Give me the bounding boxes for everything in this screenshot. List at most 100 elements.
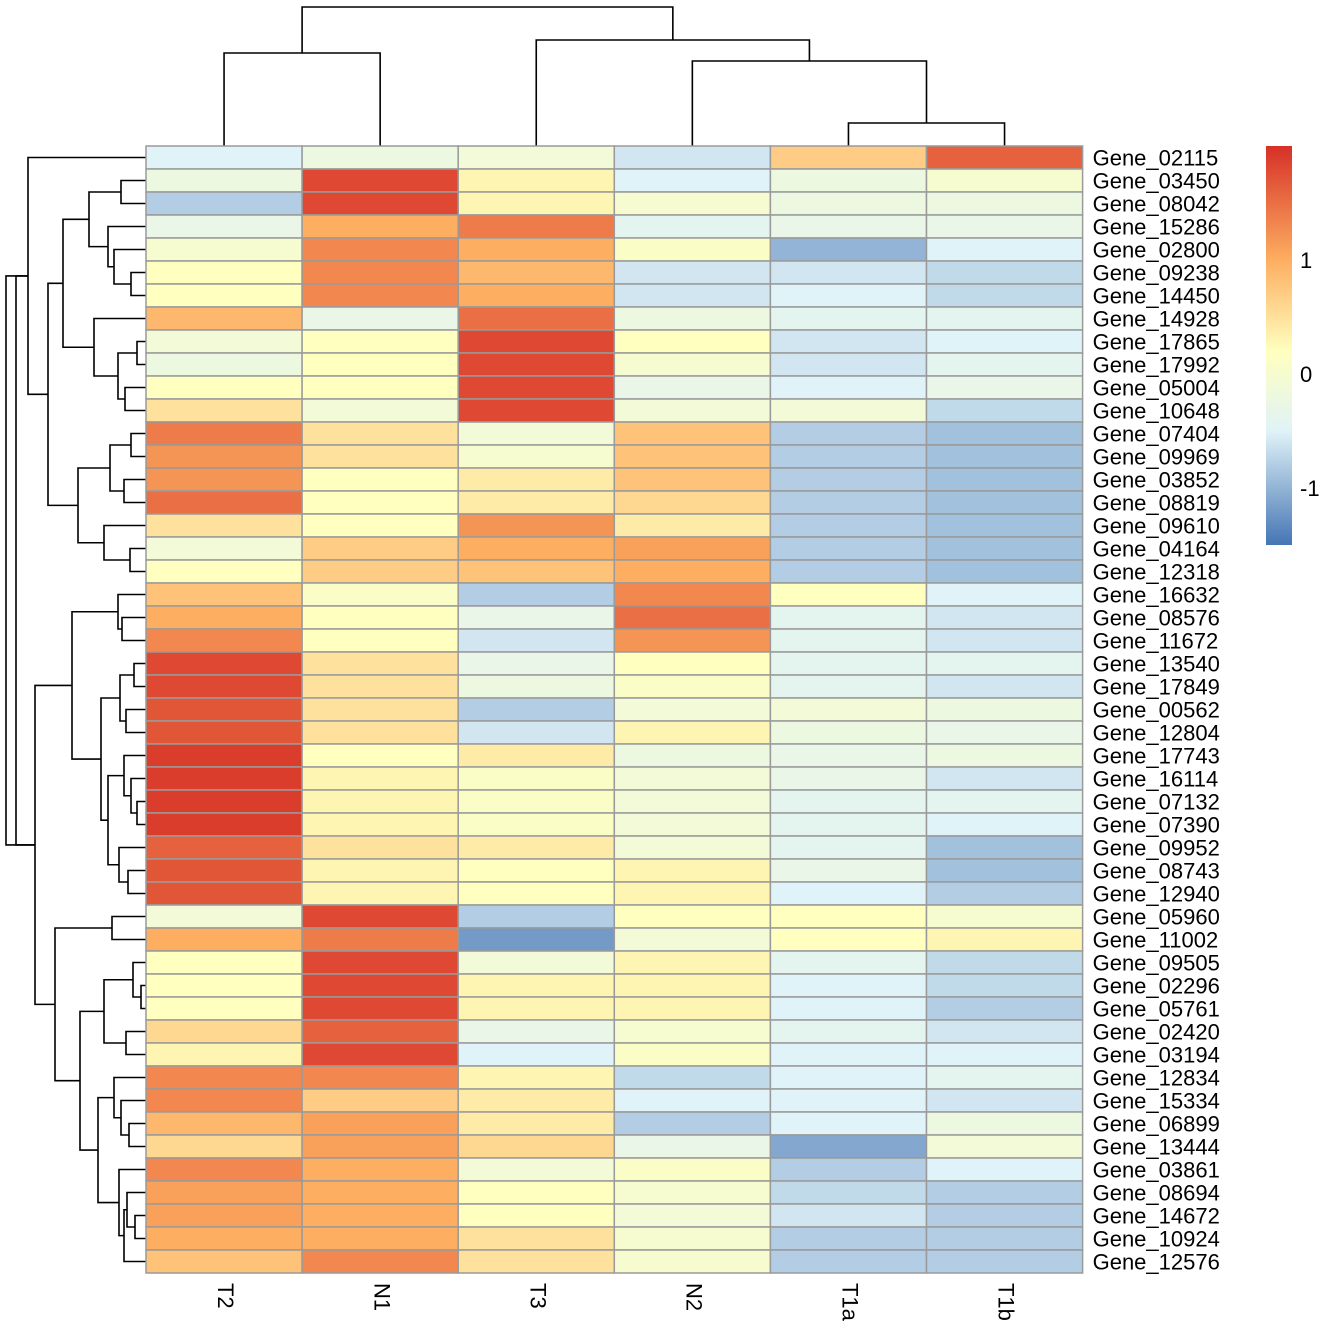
heatmap-cell [925,858,1084,883]
dendrogram-link [120,1099,146,1136]
heatmap-cell [613,927,772,952]
heatmap-cell [145,674,303,699]
heatmap-cell [457,421,616,446]
dendrogram-link [120,179,146,205]
heatmap-cell [457,467,616,492]
heatmap-cell [769,950,928,975]
dendrogram-link [71,610,118,760]
heatmap-cell [925,168,1084,193]
row-dendrogram [5,156,146,1263]
heatmap-cell [613,697,772,722]
heatmap-cell [145,145,303,170]
row-label: Gene_02115 [1093,146,1219,171]
color-legend: 1 0 -1 [1266,146,1320,545]
row-label: Gene_14672 [1093,1204,1220,1229]
heatmap-cell [769,1249,928,1274]
heatmap-cell [457,1134,616,1159]
heatmap-cell [925,1019,1084,1044]
heatmap-cell [457,444,616,469]
heatmap-cell [145,1203,303,1228]
heatmap-cell [769,720,928,745]
heatmap-cell [613,191,772,216]
heatmap-cell [769,352,928,377]
heatmap-cell [301,260,459,285]
heatmap-cell [457,996,616,1021]
heatmap-cell [613,352,772,377]
dendrogram-link [113,1076,146,1119]
row-label: Gene_17992 [1093,353,1220,378]
heatmap-cell [925,398,1084,423]
heatmap-cell [301,835,459,860]
heatmap-cell [925,1088,1084,1113]
heatmap-cell [925,628,1084,653]
dendrogram-link [129,547,146,573]
heatmap-cell [613,1088,772,1113]
heatmap-cell [925,904,1084,929]
heatmap-cell [613,513,772,538]
dendrogram-link [132,961,146,998]
dendrogram-link [301,6,674,53]
heatmap-cell [613,996,772,1021]
heatmap-cell [925,214,1084,239]
row-label: Gene_03861 [1093,1158,1220,1183]
heatmap-cell [457,1203,616,1228]
heatmap-cells [145,145,1084,1274]
row-label: Gene_02296 [1093,974,1220,999]
row-label: Gene_02420 [1093,1020,1220,1045]
heatmap-cell [925,766,1084,791]
heatmap-cell [457,605,616,630]
heatmap-cell [613,835,772,860]
heatmap-cell [925,145,1084,170]
row-label: Gene_08743 [1093,859,1220,884]
dendrogram-link [127,869,146,895]
heatmap-cell [769,168,928,193]
heatmap-cell [145,168,303,193]
row-label: Gene_08576 [1093,606,1220,631]
dendrogram-link [117,352,137,400]
heatmap-cell [613,214,772,239]
heatmap-cell [925,490,1084,515]
heatmap-cell [301,720,459,745]
dendrogram-link [130,432,146,458]
legend-tick-label: 0 [1300,362,1312,387]
heatmap-cell [457,835,616,860]
dendrogram-link [223,52,381,146]
heatmap-cell [457,145,616,170]
heatmap-cell [769,628,928,653]
heatmap-cell [457,1088,616,1113]
heatmap-cell [769,421,928,446]
heatmap-cell [613,1019,772,1044]
row-label: Gene_03450 [1093,169,1220,194]
heatmap-cell [145,743,303,768]
heatmap-cell [769,812,928,837]
heatmap-cell [925,444,1084,469]
heatmap-cell [769,789,928,814]
dendrogram-link [125,1030,146,1056]
heatmap-cell [925,1203,1084,1228]
heatmap-cell [145,559,303,584]
heatmap-cell [301,1111,459,1136]
heatmap-cell [925,329,1084,354]
dendrogram-link [133,662,146,688]
heatmap-cell [301,766,459,791]
dendrogram-link [691,60,928,146]
heatmap-cell [301,444,459,469]
heatmap-cell [301,1203,459,1228]
heatmap-cell [301,1088,459,1113]
heatmap-cell [613,375,772,400]
dendrogram-link [103,978,133,1044]
heatmap-cell [145,329,303,354]
heatmap-cell [613,145,772,170]
heatmap-cell [301,559,459,584]
heatmap-cell [145,490,303,515]
row-label: Gene_16114 [1093,767,1219,792]
column-labels: T2 N1 T3 N2 T1a T1b [213,1283,1018,1322]
heatmap-cell [769,651,928,676]
heatmap-cell [925,582,1084,607]
row-label: Gene_13444 [1093,1135,1220,1160]
row-label: Gene_12940 [1093,882,1220,907]
heatmap-cell [769,766,928,791]
heatmap-cell [145,1226,303,1251]
row-label: Gene_17743 [1093,744,1220,769]
